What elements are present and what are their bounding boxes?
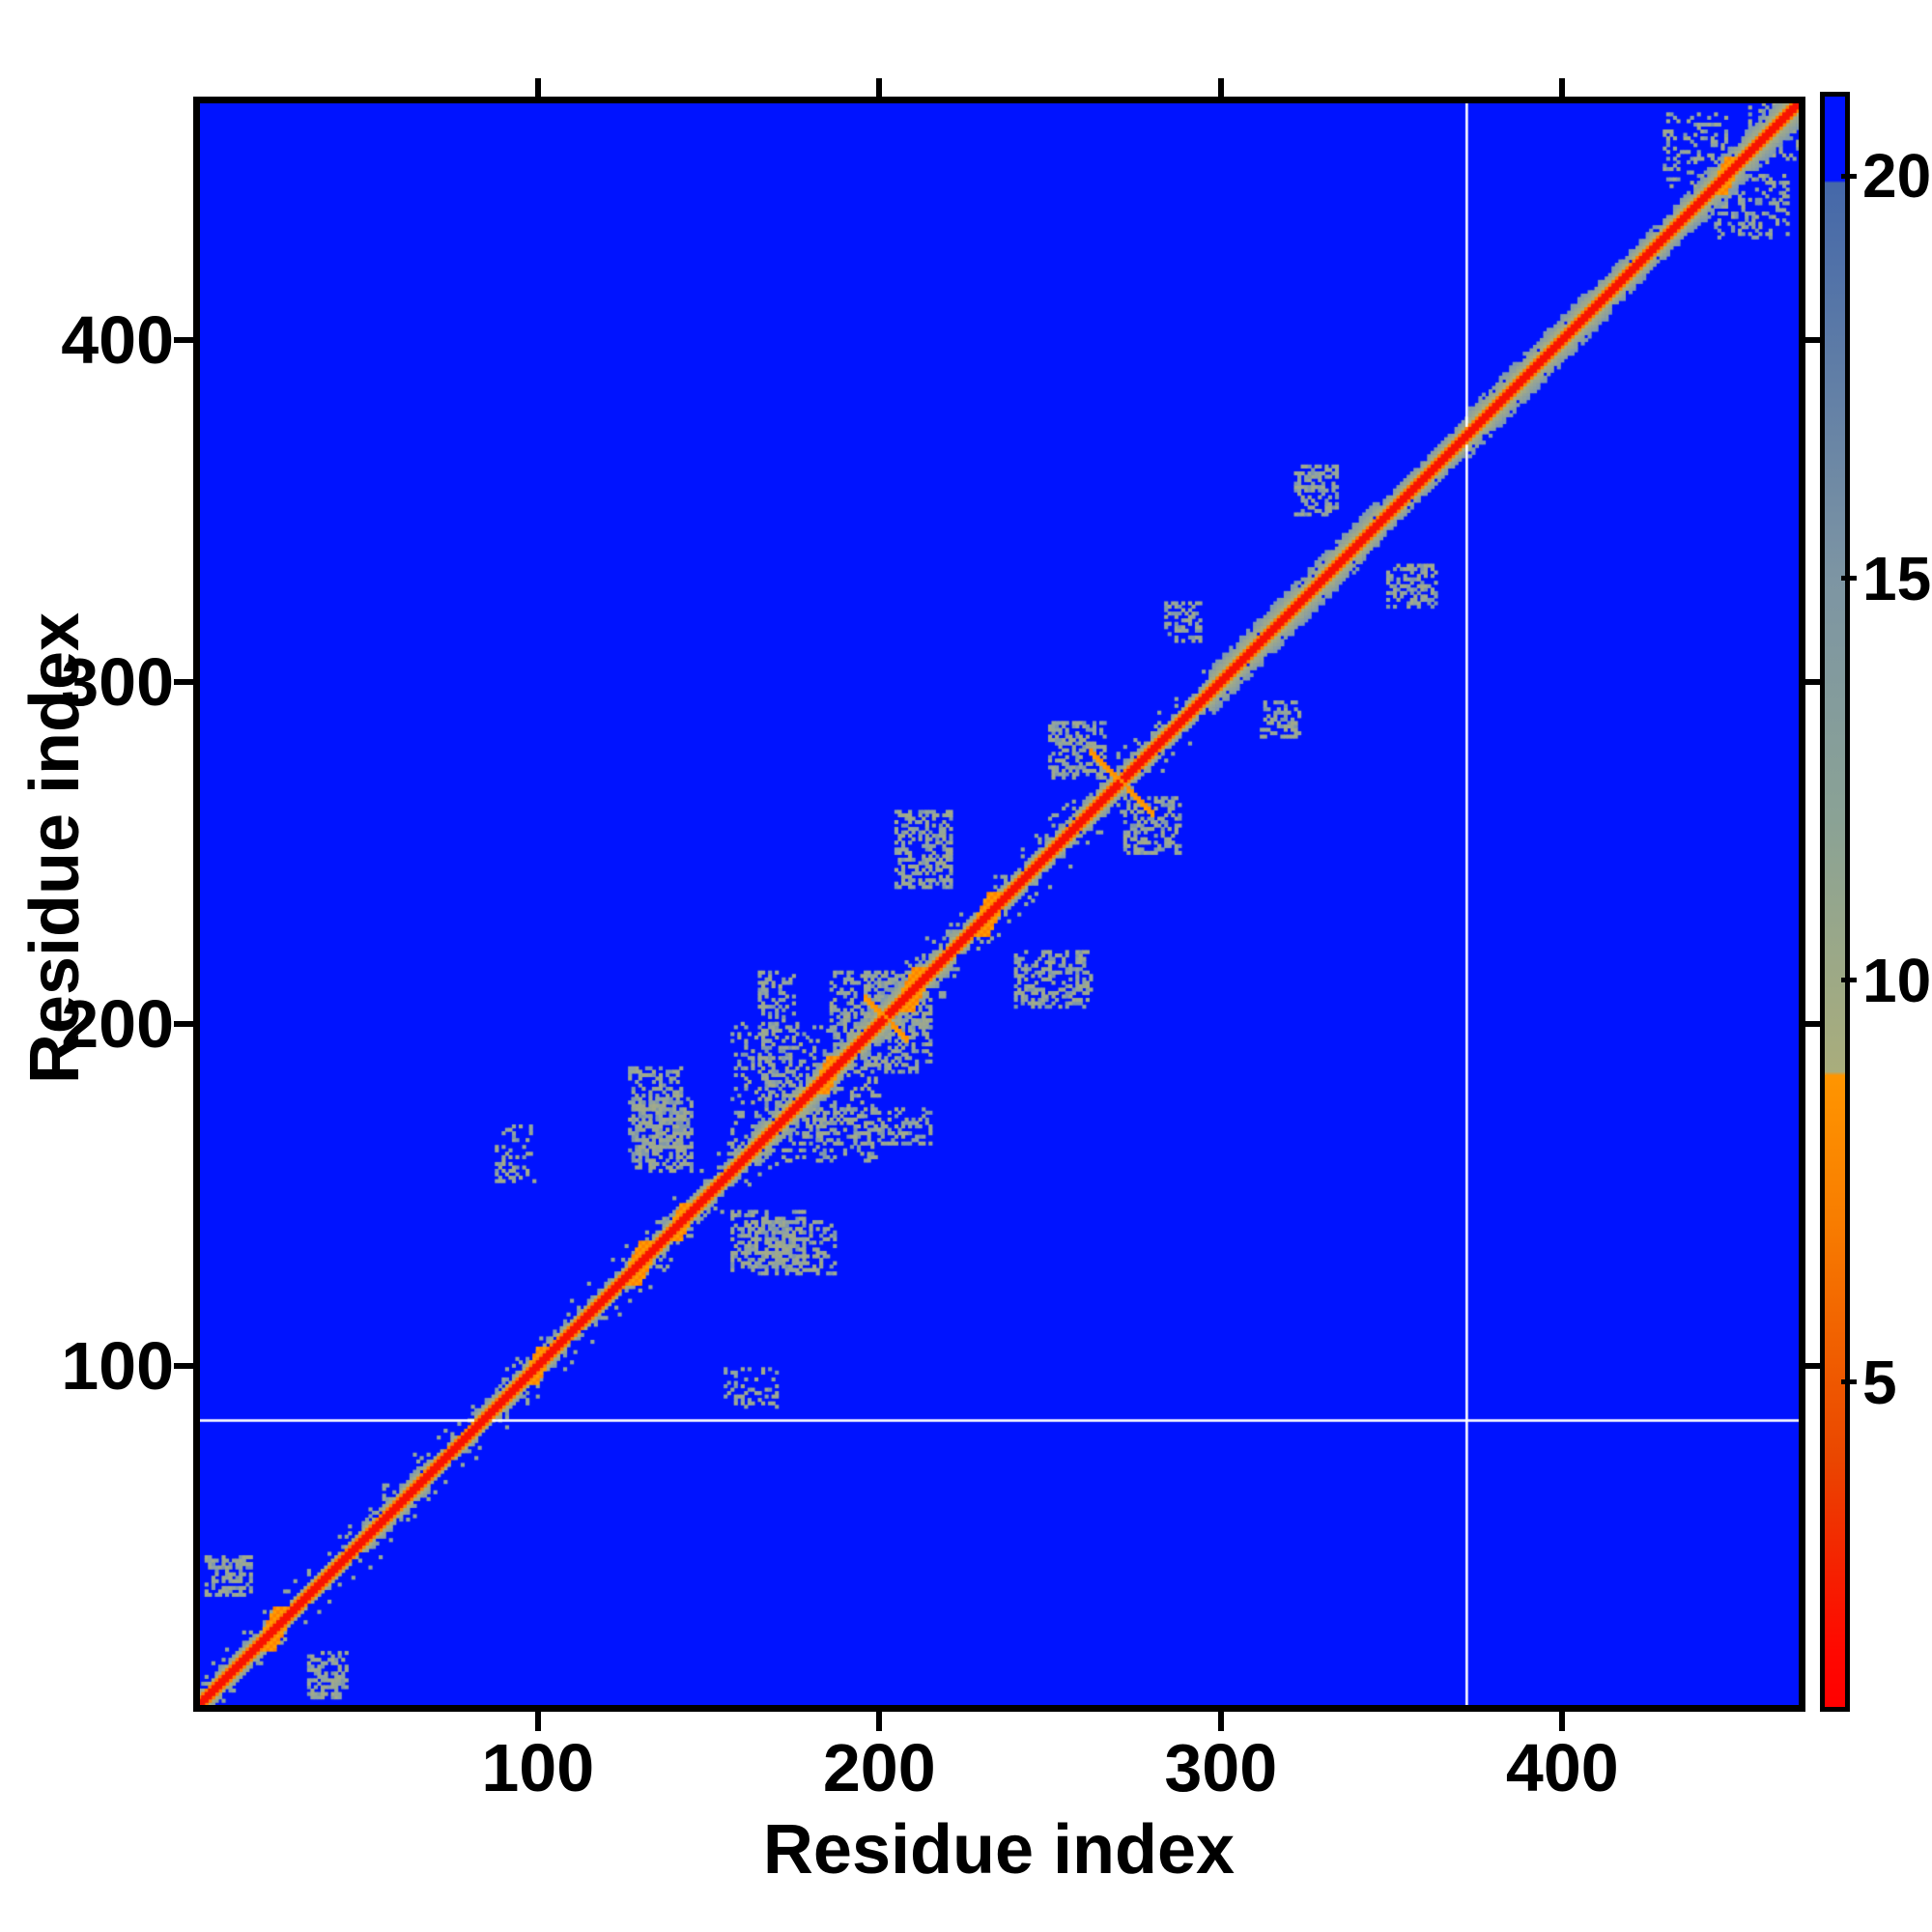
x-tick-label: 200 [822,1730,936,1805]
x-tick-mark-bottom [1559,1712,1566,1731]
colorbar-tick-label: 10 [1862,945,1932,1015]
x-tick-mark-top [1559,78,1566,98]
y-tick-label: 100 [61,1327,174,1404]
x-tick-mark-top [1217,78,1224,98]
colorbar-tick-mark [1841,1379,1857,1385]
x-tick-mark-bottom [876,1712,883,1731]
x-tick-mark-bottom [1217,1712,1224,1731]
plot-border [193,97,1805,1712]
x-axis-label: Residue index [762,1811,1236,1889]
colorbar [1820,92,1850,1712]
y-tick-label: 300 [61,643,174,720]
y-tick-mark-right [1805,1020,1825,1027]
y-tick-mark-left [174,678,193,685]
x-tick-mark-bottom [534,1712,541,1731]
y-tick-mark-left [174,1020,193,1027]
colorbar-tick-mark [1841,576,1857,582]
x-tick-label: 100 [481,1730,595,1805]
colorbar-tick-label: 20 [1862,141,1932,212]
x-tick-mark-top [534,78,541,98]
y-tick-mark-right [1805,336,1825,343]
x-tick-label: 300 [1164,1730,1278,1805]
y-tick-label: 400 [61,301,174,378]
x-tick-label: 400 [1505,1730,1619,1805]
y-tick-mark-left [174,336,193,343]
y-tick-label: 200 [61,985,174,1062]
x-tick-mark-top [876,78,883,98]
y-axis-label: Residue index [16,611,94,1085]
colorbar-tick-label: 15 [1862,543,1932,613]
y-tick-mark-right [1805,678,1825,685]
y-tick-mark-right [1805,1362,1825,1369]
colorbar-tick-mark [1841,173,1857,179]
colorbar-tick-label: 5 [1862,1347,1897,1417]
y-tick-mark-left [174,1362,193,1369]
colorbar-tick-mark [1841,978,1857,983]
